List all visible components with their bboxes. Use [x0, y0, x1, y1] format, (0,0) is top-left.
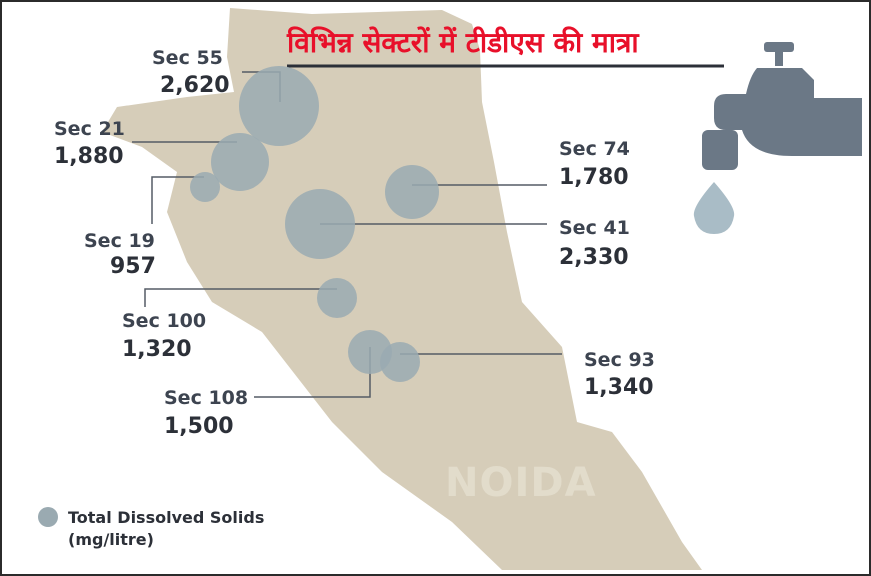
sec55-value: 2,620	[160, 73, 230, 98]
sec55-name: Sec 55	[152, 47, 223, 69]
bubble-sec55	[239, 66, 319, 146]
sec21-name: Sec 21	[54, 118, 125, 140]
city-label: NOIDA	[445, 460, 597, 506]
sec74-name: Sec 74	[559, 138, 630, 160]
sec41-name: Sec 41	[559, 217, 630, 239]
legend-bubble-icon	[38, 507, 58, 527]
sec19-value: 957	[110, 254, 156, 279]
sec100-name: Sec 100	[122, 310, 206, 332]
sec21-value: 1,880	[54, 144, 124, 169]
bubble-sec21	[211, 133, 269, 191]
water-tap-icon	[693, 42, 862, 234]
bubble-sec41	[285, 189, 355, 259]
legend-line1: Total Dissolved Solids	[68, 508, 264, 527]
bubble-sec74	[385, 165, 439, 219]
tds-bubbles	[190, 66, 439, 382]
map-title: विभिन्न सेक्टरों में टीडीएस की मात्रा	[286, 26, 640, 59]
bubble-sec93	[380, 342, 420, 382]
sec93-value: 1,340	[584, 375, 654, 400]
sector-labels: Sec 55 2,620 Sec 21 1,880 Sec 19 957 Sec…	[54, 47, 655, 439]
legend: Total Dissolved Solids (mg/litre)	[38, 507, 264, 549]
sec74-value: 1,780	[559, 165, 629, 190]
sec108-value: 1,500	[164, 414, 234, 439]
legend-line2: (mg/litre)	[68, 530, 154, 549]
sec108-name: Sec 108	[164, 387, 248, 409]
sec41-value: 2,330	[559, 245, 629, 270]
sec100-value: 1,320	[122, 337, 192, 362]
bubble-sec100	[317, 278, 357, 318]
connector-sec100	[144, 288, 337, 307]
connector-sec19	[151, 176, 204, 224]
bubble-sec19	[190, 172, 220, 202]
sec19-name: Sec 19	[84, 230, 155, 252]
sec93-name: Sec 93	[584, 349, 655, 371]
